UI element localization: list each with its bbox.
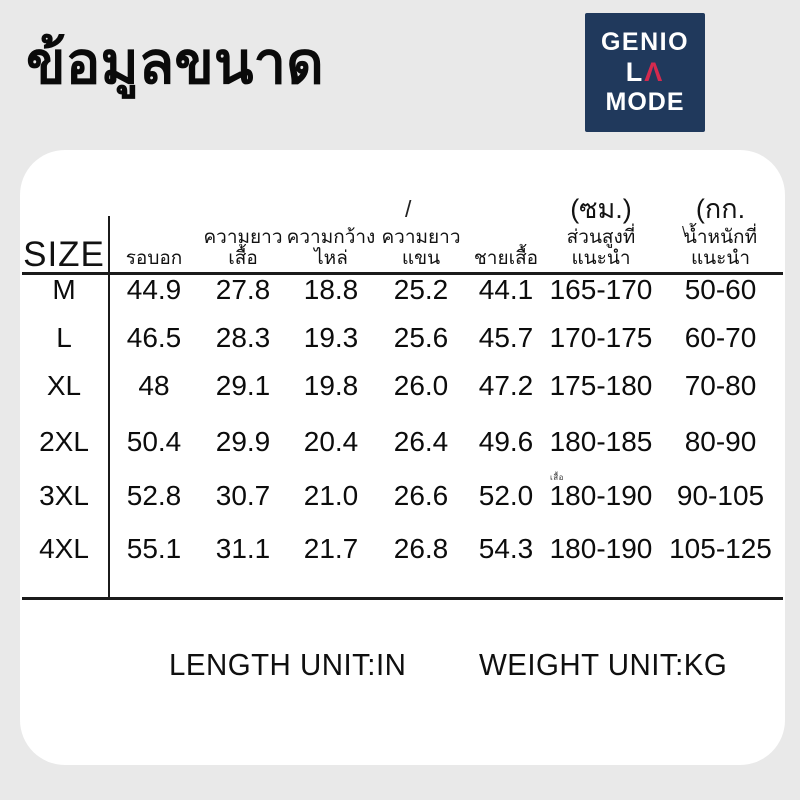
- column-header-size: SIZE: [23, 235, 105, 274]
- header-unit-cm: (ซม.): [570, 194, 632, 224]
- weight-range-value: 80-90: [684, 426, 757, 457]
- height-range-value: 175-180: [549, 370, 653, 401]
- stray-backslash-mark: \: [682, 224, 687, 241]
- hem-value: 45.7: [478, 322, 534, 353]
- chest-value: 44.9: [126, 274, 182, 305]
- shirt-length-value: 28.3: [215, 322, 271, 353]
- size-column-divider-line: [108, 216, 110, 597]
- chest-value: 48: [138, 370, 170, 401]
- column-header-hem: ชายเสื้อ: [466, 248, 546, 272]
- size-label: L: [56, 322, 72, 353]
- table-row-2xl: 2XL 50.4 29.9 20.4 26.4 49.6 180-185 80-…: [20, 425, 785, 459]
- weight-range-value: 105-125: [669, 533, 772, 564]
- height-range-value: 180-185: [549, 426, 653, 457]
- shirt-length-value: 30.7: [215, 480, 271, 511]
- header-line: เสื้อ: [228, 248, 258, 269]
- brand-logo: GENIO LΛ MODE: [585, 13, 705, 132]
- size-chart-card: SIZE รอบอก ความยาว เสื้อ ความกว้าง ไหล่ …: [20, 150, 785, 765]
- size-label: 3XL: [39, 480, 89, 511]
- tiny-artifact-text: เสื้อ: [550, 473, 564, 482]
- shoulder-width-value: 21.7: [303, 533, 359, 564]
- column-header-sleeve-length: ความยาว แขน: [376, 227, 466, 272]
- header-line: ความกว้าง: [286, 227, 376, 248]
- height-range-value: 180-190: [549, 480, 653, 511]
- shoulder-width-value: 20.4: [303, 426, 359, 457]
- shirt-length-value: 29.9: [215, 426, 271, 457]
- weight-range-value: 90-105: [676, 480, 765, 511]
- table-header-row: SIZE รอบอก ความยาว เสื้อ ความกว้าง ไหล่ …: [20, 186, 785, 272]
- logo-lambda-mark: Λ: [644, 56, 665, 87]
- table-row-m: M 44.9 27.8 18.8 25.2 44.1 165-170 50-60: [20, 273, 785, 307]
- header-unit-kg: (กก.: [695, 194, 746, 224]
- header-line: ไหล่: [314, 248, 348, 269]
- size-label: M: [52, 274, 76, 305]
- sleeve-length-value: 25.6: [393, 322, 449, 353]
- header-line: แนะนำ: [571, 248, 631, 269]
- chest-value: 52.8: [126, 480, 182, 511]
- sleeve-length-value: 26.6: [393, 480, 449, 511]
- logo-line2: LΛ: [626, 57, 665, 88]
- header-line: ชายเสื้อ: [473, 248, 539, 269]
- table-row-xl: XL 48 29.1 19.8 26.0 47.2 175-180 70-80: [20, 369, 785, 403]
- size-label: 4XL: [39, 533, 89, 564]
- weight-unit-note: WEIGHT UNIT:KG: [479, 647, 728, 682]
- weight-range-value: 70-80: [684, 370, 757, 401]
- height-range-value: 170-175: [549, 322, 653, 353]
- table-row-l: L 46.5 28.3 19.3 25.6 45.7 170-175 60-70: [20, 321, 785, 355]
- stray-slash-mark: /: [405, 196, 412, 222]
- chest-value: 46.5: [126, 322, 182, 353]
- hem-value: 52.0: [478, 480, 534, 511]
- column-header-shirt-length: ความยาว เสื้อ: [200, 227, 286, 272]
- column-header-chest: รอบอก: [108, 248, 200, 272]
- hem-value: 54.3: [478, 533, 534, 564]
- header-line: ความยาว: [203, 227, 283, 248]
- shoulder-width-value: 19.3: [303, 322, 359, 353]
- size-label: XL: [46, 370, 82, 401]
- column-header-recommended-weight: (กก. น้ำหนักที่ แนะนำ: [656, 194, 785, 272]
- header-line: รอบอก: [125, 248, 183, 269]
- shoulder-width-value: 21.0: [303, 480, 359, 511]
- column-header-shoulder-width: ความกว้าง ไหล่: [286, 227, 376, 272]
- hem-value: 49.6: [478, 426, 534, 457]
- table-bottom-line: [22, 597, 783, 600]
- header-line: แขน: [401, 248, 441, 269]
- hem-value: 47.2: [478, 370, 534, 401]
- header-line: น้ำหนักที่: [683, 227, 758, 248]
- header-line: ความยาว: [381, 227, 461, 248]
- shirt-length-value: 29.1: [215, 370, 271, 401]
- column-header-recommended-height: (ซม.) ส่วนสูงที่ แนะนำ: [546, 194, 656, 272]
- chest-value: 55.1: [126, 533, 182, 564]
- size-label: 2XL: [39, 426, 89, 457]
- height-range-value: 180-190: [549, 533, 653, 564]
- table-row-3xl: 3XL 52.8 30.7 21.0 26.6 52.0 180-190 90-…: [20, 479, 785, 513]
- sleeve-length-value: 26.4: [393, 426, 449, 457]
- logo-line3: MODE: [605, 88, 685, 117]
- shirt-length-value: 27.8: [215, 274, 271, 305]
- sleeve-length-value: 25.2: [393, 274, 449, 305]
- chest-value: 50.4: [126, 426, 182, 457]
- table-row-4xl: 4XL 55.1 31.1 21.7 26.8 54.3 180-190 105…: [20, 532, 785, 566]
- shoulder-width-value: 19.8: [303, 370, 359, 401]
- height-range-value: 165-170: [549, 274, 653, 305]
- sleeve-length-value: 26.8: [393, 533, 449, 564]
- page-title: ข้อมูลขนาด: [26, 29, 324, 97]
- length-unit-note: LENGTH UNIT:IN: [169, 647, 407, 682]
- logo-letter-l: L: [625, 56, 645, 87]
- shoulder-width-value: 18.8: [303, 274, 359, 305]
- weight-range-value: 50-60: [684, 274, 757, 305]
- logo-line1: GENIO: [600, 28, 690, 57]
- header-divider-line: [22, 272, 783, 275]
- hem-value: 44.1: [478, 274, 534, 305]
- sleeve-length-value: 26.0: [393, 370, 449, 401]
- header-line: ส่วนสูงที่: [566, 227, 636, 248]
- shirt-length-value: 31.1: [215, 533, 271, 564]
- header-line: แนะนำ: [690, 248, 751, 269]
- weight-range-value: 60-70: [684, 322, 757, 353]
